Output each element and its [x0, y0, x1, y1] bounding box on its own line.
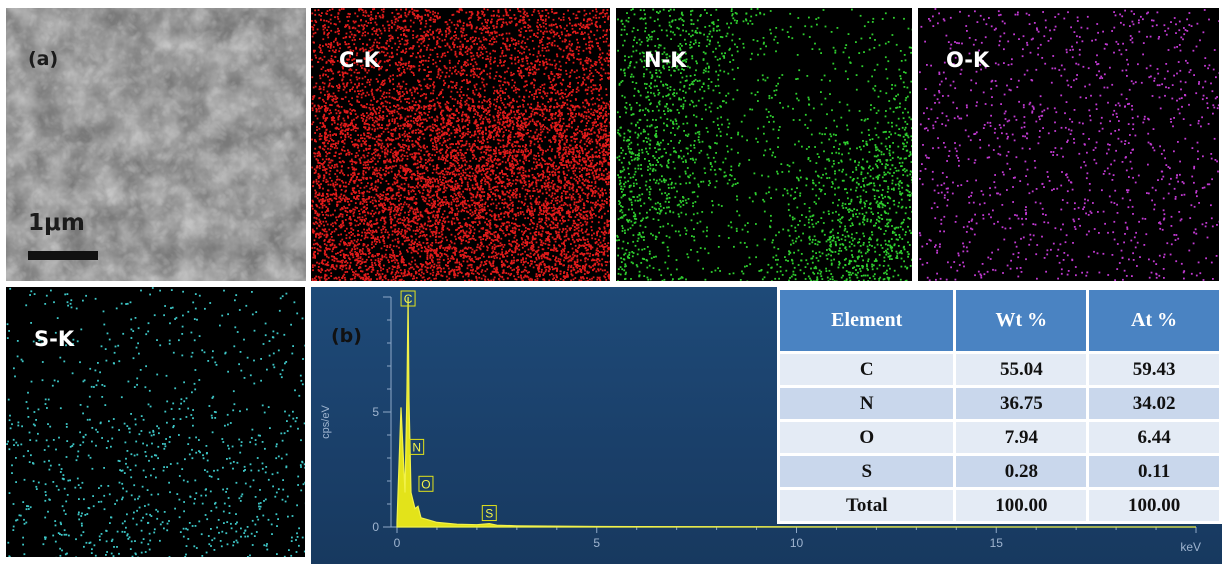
header-at: At % — [1086, 287, 1222, 354]
eds-peak-labels: C N O S — [400, 290, 497, 522]
header-wt: Wt % — [953, 287, 1090, 354]
sem-micrograph — [6, 8, 306, 281]
cell-element: S — [776, 453, 957, 490]
y-axis-label: cps/eV — [320, 405, 332, 439]
map-o-dots — [918, 8, 1219, 281]
cell-at: 59.43 — [1086, 351, 1222, 388]
map-s-label: S-K — [34, 327, 75, 351]
map-s-dots — [6, 287, 305, 557]
sem-image-panel: (a) 1μm — [6, 8, 306, 281]
map-c-label: C-K — [339, 48, 380, 72]
table-row: N 36.75 34.02 — [776, 385, 1222, 422]
table-row: S 0.28 0.11 — [776, 453, 1222, 490]
x-tick-label: 0 — [394, 536, 401, 550]
cell-element: O — [776, 419, 957, 456]
map-n-panel: N-K — [616, 8, 912, 281]
y-tick-label: 0 — [372, 520, 379, 534]
cell-wt: 100.00 — [953, 487, 1090, 524]
peak-label-n: N — [409, 438, 425, 455]
cell-wt: 55.04 — [953, 351, 1090, 388]
map-n-label: N-K — [644, 48, 687, 72]
x-tick-label: 5 — [593, 536, 600, 550]
x-tick-label: 15 — [990, 536, 1004, 550]
header-element: Element — [776, 287, 957, 354]
x-tick-label: 10 — [790, 536, 804, 550]
scale-bar — [28, 251, 98, 260]
composition-table: Element Wt % At % C 55.04 59.43 N 36.75 … — [776, 287, 1222, 524]
cell-at: 0.11 — [1086, 453, 1222, 490]
cell-element: C — [776, 351, 957, 388]
peak-label-s: S — [481, 505, 497, 522]
cell-wt: 36.75 — [953, 385, 1090, 422]
cell-element: Total — [776, 487, 957, 524]
panel-label-b: (b) — [331, 325, 362, 347]
table-row: C 55.04 59.43 — [776, 351, 1222, 388]
map-c-panel: C-K — [311, 8, 610, 281]
panel-label-a: (a) — [28, 48, 59, 70]
peak-label-c: C — [400, 290, 416, 307]
peak-label-o: O — [418, 475, 434, 492]
y-tick-label: 5 — [372, 405, 379, 419]
table-header-row: Element Wt % At % — [776, 287, 1222, 354]
map-o-panel: O-K — [918, 8, 1219, 281]
x-axis-unit: keV — [1180, 540, 1201, 554]
table-row: Total 100.00 100.00 — [776, 487, 1222, 524]
map-c-dots — [311, 8, 610, 281]
cell-wt: 7.94 — [953, 419, 1090, 456]
scale-bar-label: 1μm — [28, 210, 85, 236]
cell-at: 6.44 — [1086, 419, 1222, 456]
eds-spectrum-line — [396, 296, 1196, 528]
table-row: O 7.94 6.44 — [776, 419, 1222, 456]
cell-element: N — [776, 385, 957, 422]
map-o-label: O-K — [946, 48, 990, 72]
cell-wt: 0.28 — [953, 453, 1090, 490]
cell-at: 34.02 — [1086, 385, 1222, 422]
map-n-dots — [616, 8, 912, 281]
cell-at: 100.00 — [1086, 487, 1222, 524]
map-s-panel: S-K — [6, 287, 305, 557]
